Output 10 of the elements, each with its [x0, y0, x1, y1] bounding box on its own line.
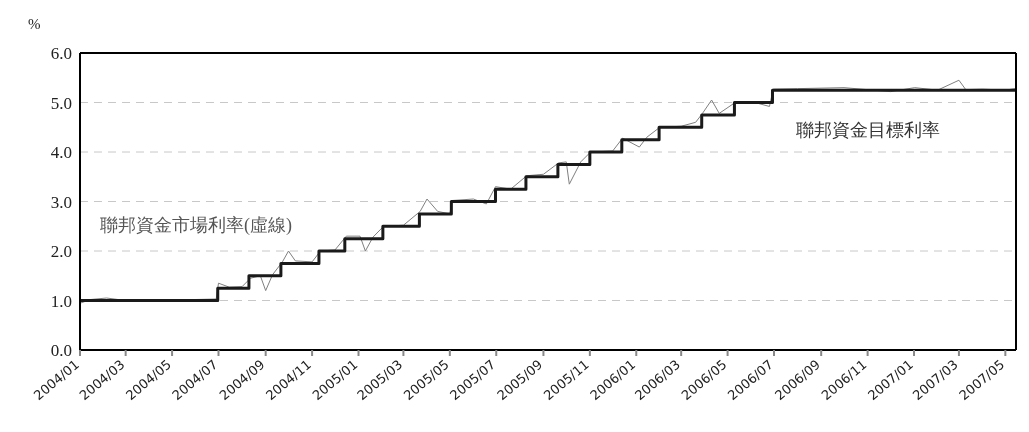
y-axis-title: %: [28, 16, 41, 33]
y-tick-label: 3.0: [50, 192, 72, 212]
y-tick-label: 6.0: [50, 44, 72, 64]
y-tick-label: 2.0: [50, 242, 72, 262]
y-tick-label: 0.0: [50, 341, 72, 361]
annotation: 聯邦資金市場利率(虛線): [100, 213, 292, 237]
y-tick-label: 1.0: [50, 291, 72, 311]
y-tick-label: 5.0: [50, 93, 72, 113]
y-tick-label: 4.0: [50, 143, 72, 163]
annotation: 聯邦資金目標利率: [796, 118, 941, 142]
